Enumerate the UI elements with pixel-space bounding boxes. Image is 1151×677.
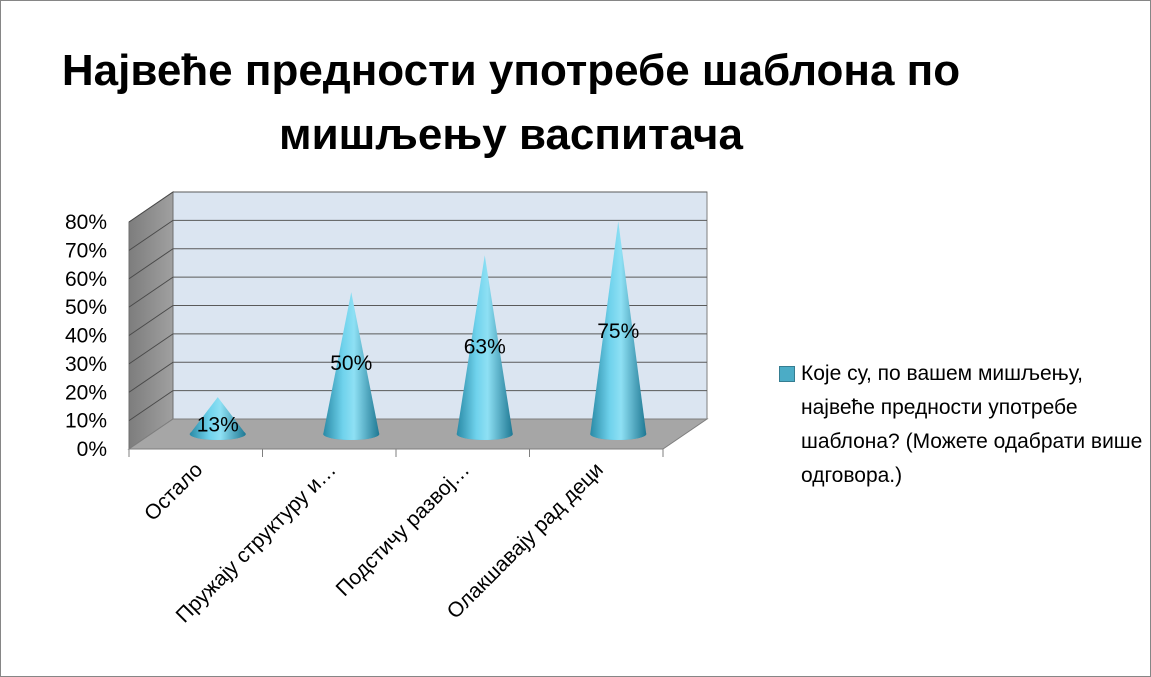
data-label: 75% [597,320,639,343]
gridline-side [128,191,174,223]
gridline-side [128,361,174,393]
gridline-side [128,305,174,336]
data-label: 13% [197,413,239,436]
y-tick-label: 60% [65,268,107,291]
data-label: 63% [464,336,506,359]
y-tick-label: 50% [65,296,107,319]
x-category-label: Олакшавају рад деци [443,458,608,623]
y-tick-label: 70% [65,239,107,262]
y-tick-label: 40% [65,325,107,348]
gridline-side [128,276,174,308]
y-tick-label: 20% [65,381,107,404]
cone-mark [323,292,380,441]
chart-title: Највеће предности употребе шаблона по ми… [61,46,961,159]
y-tick-label: 10% [65,410,107,433]
gridline-side [128,333,174,365]
gridline-side [128,390,174,422]
cone-mark [189,397,246,441]
gridline-side [128,248,174,280]
y-tick-label: 0% [77,438,107,461]
x-category-label: Подстичу развој… [332,458,475,601]
data-label: 50% [330,352,372,375]
legend-series-name: Које су, по вашем мишљењу, највеће предн… [801,362,1143,487]
cone-mark [456,255,513,441]
y-tick-label: 80% [65,211,107,234]
y-tick-label: 30% [65,353,107,376]
gridline-side [128,219,174,251]
legend-swatch [779,366,795,382]
x-category-label: Остало [140,458,207,525]
cone-mark [590,221,647,441]
